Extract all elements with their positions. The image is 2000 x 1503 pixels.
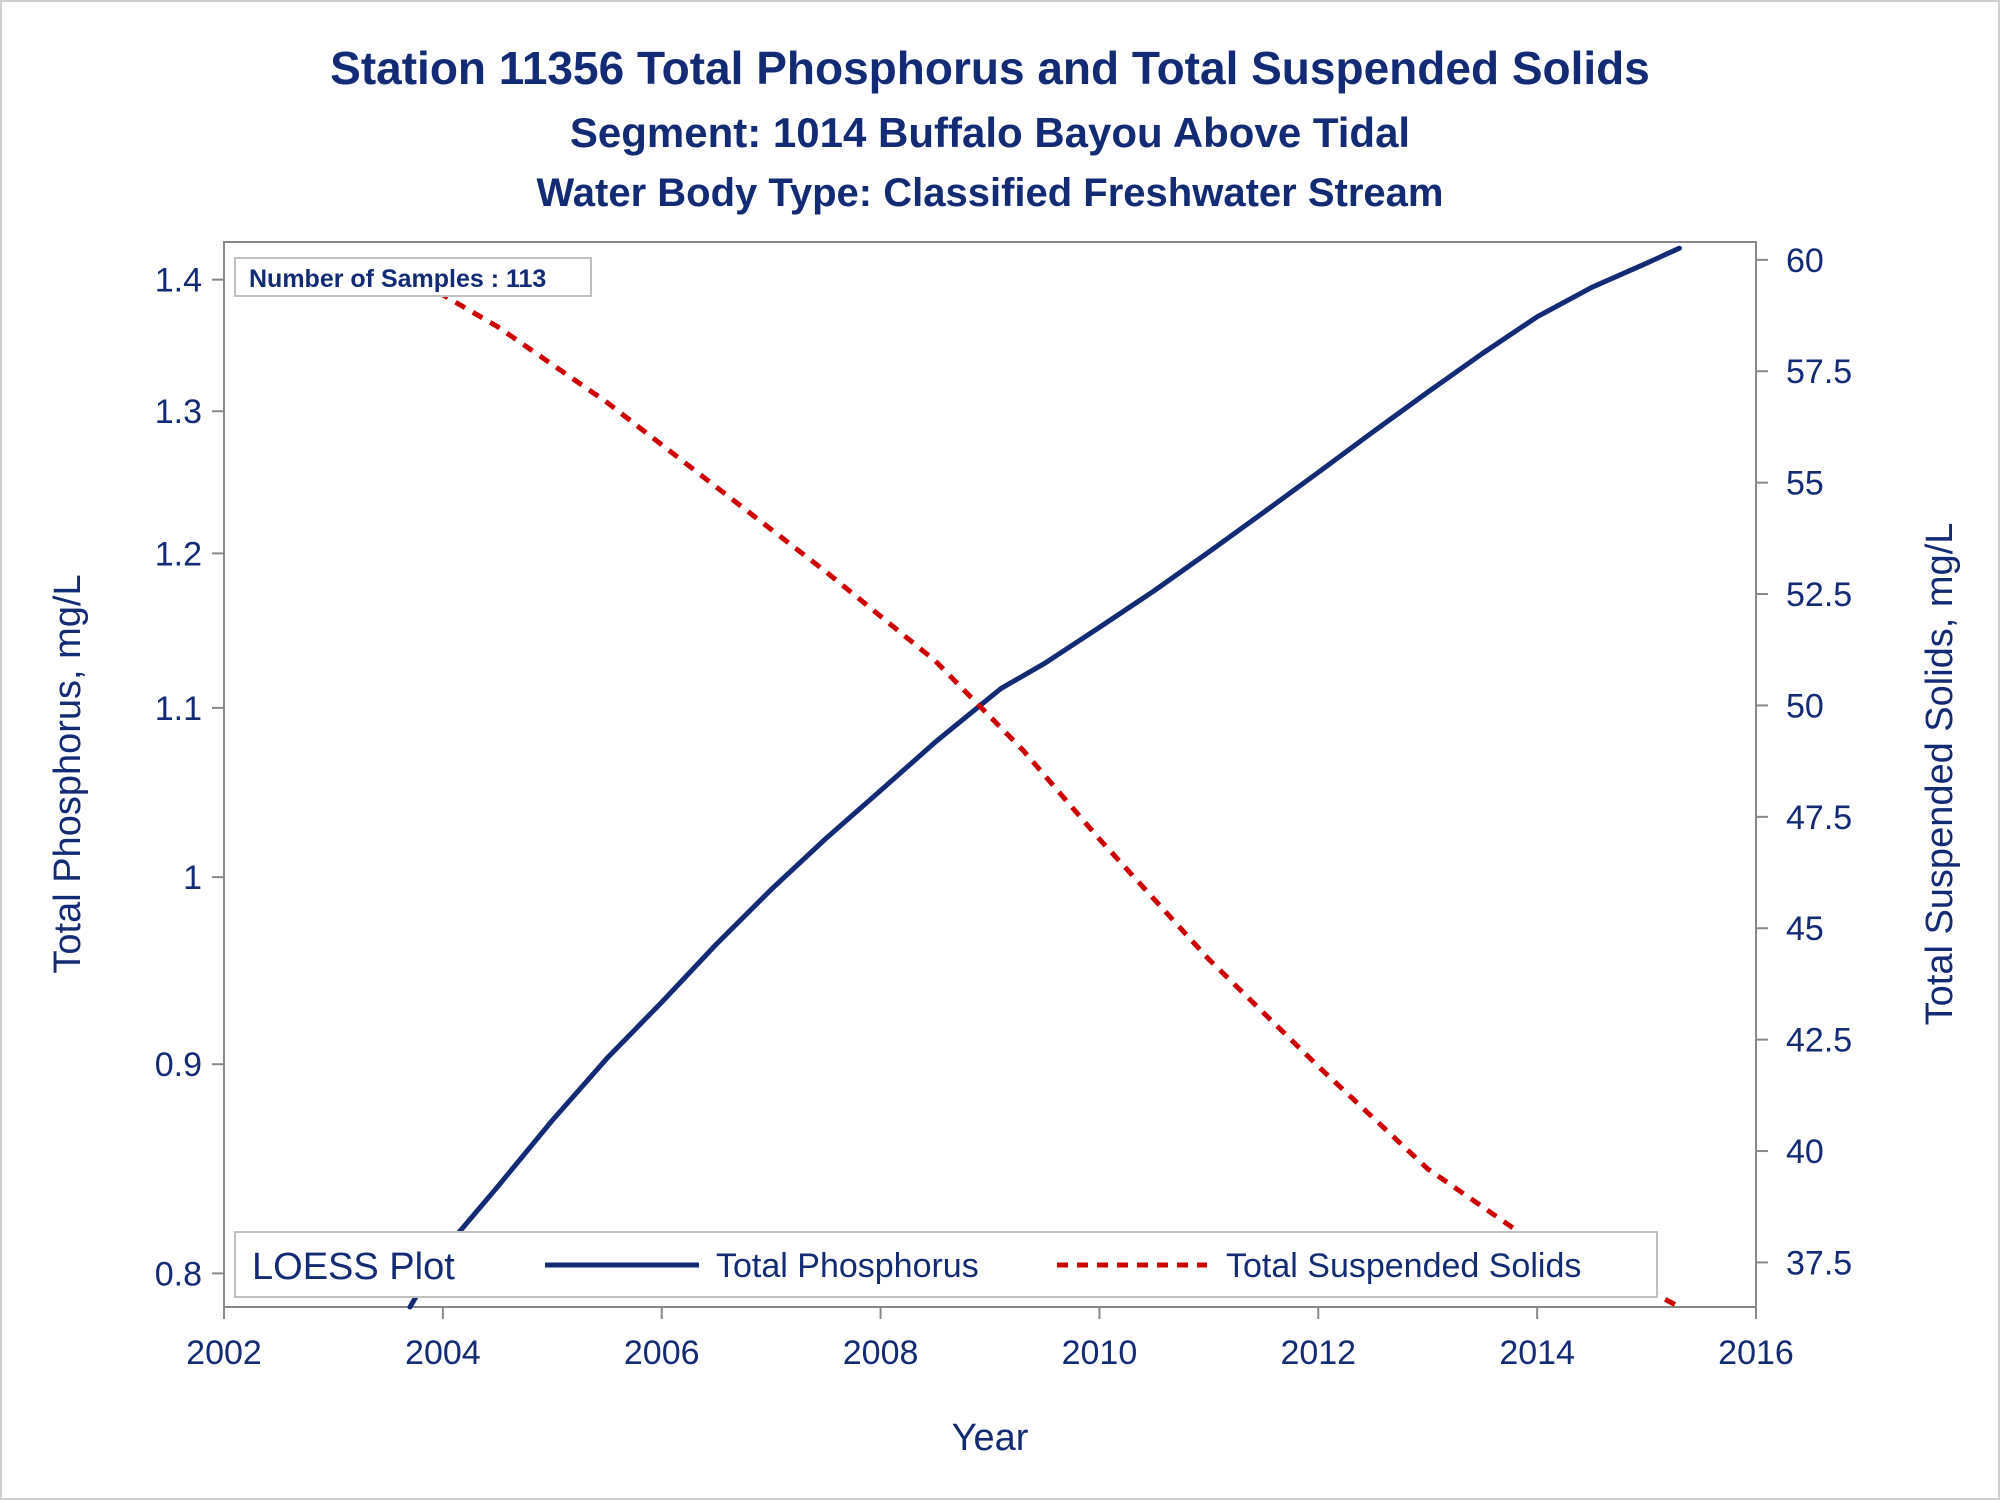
series-line-total-phosphorus	[407, 245, 1682, 1310]
y-right-tick-label-37.5: 37.5	[1786, 1244, 1852, 1282]
y-right-tick-label-60: 60	[1786, 242, 1824, 280]
series-layer	[407, 245, 1682, 1310]
y-left-tick-label-1.4: 1.4	[155, 262, 202, 300]
y-left-tick-label-1: 1	[183, 859, 202, 897]
plot-area	[223, 241, 1757, 1308]
y-right-tick-label-55: 55	[1786, 465, 1824, 503]
y-right-tick-label-57.5: 57.5	[1786, 353, 1852, 391]
y-left-tick-label-0.9: 0.9	[155, 1046, 202, 1084]
y-right-tick-label-47.5: 47.5	[1786, 799, 1852, 837]
y-left-tick-label-1.1: 1.1	[155, 690, 202, 728]
chart-subtitle: Segment: 1014 Buffalo Bayou Above Tidal	[570, 109, 1410, 156]
x-tick-label-2014: 2014	[1499, 1334, 1575, 1372]
y-left-tick-label-1.2: 1.2	[155, 535, 202, 573]
x-tick-label-2002: 2002	[186, 1334, 262, 1372]
x-tick-label-2010: 2010	[1062, 1334, 1138, 1372]
chart-subtitle-2: Water Body Type: Classified Freshwater S…	[537, 171, 1444, 215]
y-axis-left: 0.8 0.9 1 1.1 1.2 1.3 1.4	[155, 262, 224, 1293]
samples-inset-box	[234, 257, 592, 297]
legend-label-total-phosphorus: Total Phosphorus	[716, 1247, 979, 1285]
x-tick-label-2016: 2016	[1718, 1334, 1794, 1372]
legend-label-total-suspended-solids: Total Suspended Solids	[1226, 1247, 1581, 1285]
y-axis-label-right: Total Suspended Solids, mg/L	[1919, 523, 1961, 1026]
x-axis-label: Year	[952, 1417, 1029, 1459]
x-tick-label-2006: 2006	[624, 1334, 700, 1372]
samples-inset-text: Number of Samples : 113	[249, 265, 546, 293]
y-left-tick-label-1.3: 1.3	[155, 393, 202, 431]
y-left-tick-label-0.8: 0.8	[155, 1255, 202, 1293]
x-tick-label-2008: 2008	[843, 1334, 919, 1372]
y-right-tick-label-50: 50	[1786, 687, 1824, 725]
x-tick-label-2004: 2004	[405, 1334, 481, 1372]
y-axis-label-left: Total Phosphorus, mg/L	[47, 574, 89, 973]
y-axis-right: 37.5 40 42.5 45 47.5 50 52.5 55 57.5 60	[1756, 242, 1852, 1282]
chart-title: Station 11356 Total Phosphorus and Total…	[330, 42, 1650, 94]
x-tick-label-2012: 2012	[1280, 1334, 1356, 1372]
y-right-tick-label-52.5: 52.5	[1786, 576, 1852, 614]
samples-inset: Number of Samples : 113	[234, 257, 592, 297]
y-right-tick-label-45: 45	[1786, 910, 1824, 948]
series-line-total-suspended-solids	[419, 279, 1681, 1310]
legend-box	[234, 1231, 1658, 1298]
legend-title: LOESS Plot	[252, 1246, 455, 1288]
y-right-tick-label-42.5: 42.5	[1786, 1022, 1852, 1060]
y-right-tick-label-40: 40	[1786, 1133, 1824, 1171]
legend: LOESS Plot Total Phosphorus Total Suspen…	[234, 1231, 1658, 1298]
x-axis: 2002 2004 2006 2008 2010 2012 2014 2016	[186, 1307, 1794, 1372]
